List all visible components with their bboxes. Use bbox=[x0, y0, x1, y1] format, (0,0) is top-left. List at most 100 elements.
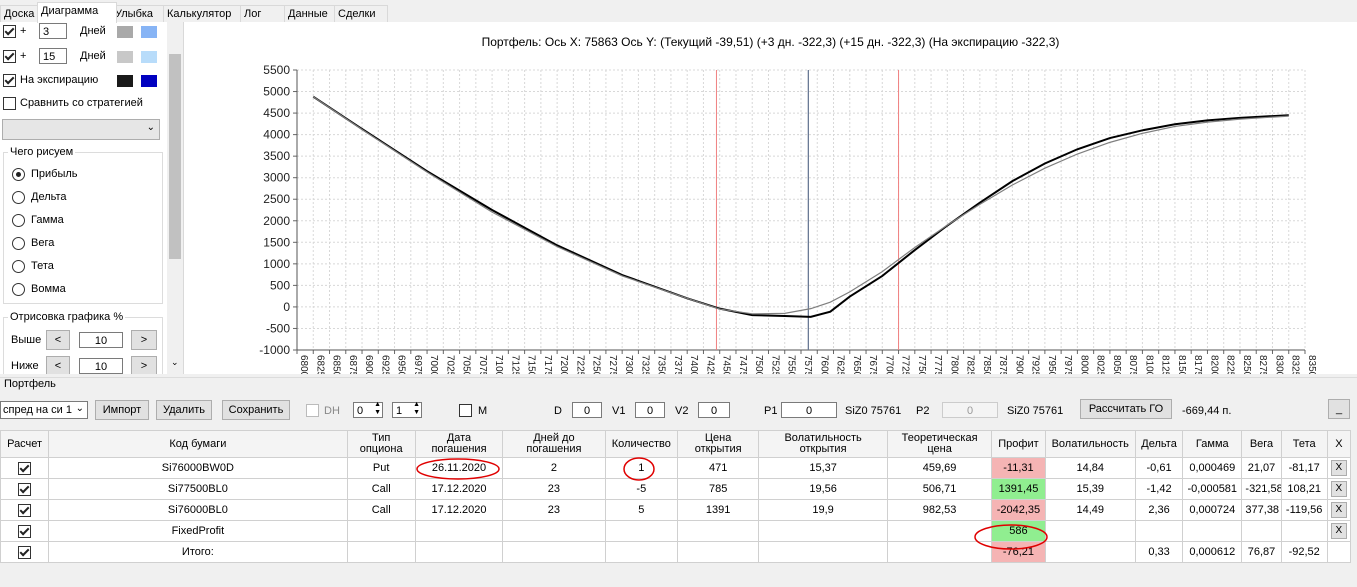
delete-row-button[interactable]: X bbox=[1330, 481, 1347, 497]
above-increase-button[interactable]: > bbox=[131, 330, 157, 350]
cell-type: Put bbox=[346, 457, 416, 479]
calc-checkbox[interactable] bbox=[18, 461, 32, 475]
column-header[interactable]: Теоретическая цена bbox=[886, 430, 993, 458]
cell-theta: -92,52 bbox=[1280, 541, 1328, 563]
dh-spinner-2[interactable]: 1 ▲ ▼ bbox=[392, 401, 422, 418]
color-swatch-15day-b[interactable] bbox=[141, 51, 157, 63]
x-tick-label: 82000 bbox=[1208, 355, 1219, 374]
column-header[interactable]: Количество bbox=[604, 430, 678, 458]
table-row[interactable]: Si77500BL0 Call 17.12.2020 23 -5 785 19,56 506,… bbox=[0, 478, 1352, 500]
table-row[interactable]: Si76000BW0D Put 26.11.2020 2 1 471 15,37 459,69… bbox=[0, 457, 1352, 479]
above-decrease-button[interactable]: < bbox=[46, 330, 70, 350]
radio-0[interactable] bbox=[12, 168, 25, 181]
minimize-button[interactable]: _ bbox=[1328, 399, 1350, 419]
v1-input[interactable]: 0 bbox=[635, 402, 665, 418]
column-header[interactable]: Дата погашения bbox=[414, 430, 504, 458]
column-header[interactable]: Волатильность открытия bbox=[758, 430, 888, 458]
column-header[interactable]: Код бумаги bbox=[48, 430, 348, 458]
column-header[interactable]: Вега bbox=[1241, 430, 1282, 458]
show-3day-checkbox[interactable] bbox=[3, 25, 16, 38]
calc-checkbox[interactable] bbox=[18, 524, 32, 538]
column-header[interactable]: Тета bbox=[1280, 430, 1328, 458]
d-label: D bbox=[554, 405, 562, 417]
show-expiry-checkbox[interactable] bbox=[3, 74, 16, 87]
strategy-select[interactable]: спред на си 1 ⌄ bbox=[0, 401, 88, 419]
dh-checkbox[interactable] bbox=[306, 404, 319, 417]
below-increase-button[interactable]: > bbox=[131, 356, 157, 374]
scrollbar-thumb[interactable] bbox=[169, 54, 181, 259]
compare-strategy-label: Сравнить со стратегией bbox=[20, 97, 143, 109]
p1-input[interactable]: 0 bbox=[781, 402, 837, 418]
calc-cell[interactable] bbox=[0, 520, 50, 542]
tab-data[interactable]: Данные bbox=[284, 5, 340, 22]
delete-cell[interactable]: X bbox=[1326, 478, 1352, 500]
compare-strategy-checkbox[interactable] bbox=[3, 97, 16, 110]
calc-cell[interactable] bbox=[0, 499, 50, 521]
p2-input[interactable]: 0 bbox=[942, 402, 998, 418]
calc-cell[interactable] bbox=[0, 457, 50, 479]
x-tick-label: 68500 bbox=[331, 355, 342, 374]
delete-cell[interactable]: X bbox=[1326, 457, 1352, 479]
delete-cell[interactable]: X bbox=[1326, 499, 1352, 521]
radio-2[interactable] bbox=[12, 214, 25, 227]
table-row[interactable]: Si76000BL0 Call 17.12.2020 23 5 1391 19,9 982,5… bbox=[0, 499, 1352, 521]
row2-plus: + bbox=[20, 50, 27, 62]
column-header[interactable]: Цена открытия bbox=[676, 430, 760, 458]
dh-spinner-1[interactable]: 0 ▲ ▼ bbox=[353, 401, 383, 418]
save-button[interactable]: Сохранить bbox=[222, 400, 290, 420]
d-input[interactable]: 0 bbox=[572, 402, 602, 418]
delete-row-button[interactable]: X bbox=[1330, 502, 1347, 518]
color-swatch-15day-a[interactable] bbox=[117, 51, 133, 63]
below-value-input[interactable]: 10 bbox=[79, 358, 123, 374]
color-swatch-expiry-a[interactable] bbox=[117, 75, 133, 87]
calc-checkbox[interactable] bbox=[18, 503, 32, 517]
column-header[interactable]: Дельта bbox=[1134, 430, 1184, 458]
strategy-dropdown[interactable]: ⌄ bbox=[2, 119, 160, 140]
calc-checkbox[interactable] bbox=[18, 482, 32, 496]
above-value-input[interactable]: 10 bbox=[79, 332, 123, 348]
v2-input[interactable]: 0 bbox=[698, 402, 730, 418]
tab-log[interactable]: Лог bbox=[240, 5, 290, 22]
tab-deals[interactable]: Сделки bbox=[334, 5, 388, 22]
x-tick-label: 69750 bbox=[412, 355, 423, 374]
tab-diagram[interactable]: Диаграмма bbox=[37, 2, 117, 23]
radio-5[interactable] bbox=[12, 283, 25, 296]
delete-row-button[interactable]: X bbox=[1330, 523, 1347, 539]
spinner-arrows-icon[interactable]: ▲ ▼ bbox=[413, 401, 420, 416]
table-row[interactable]: FixedProfit 586 X bbox=[0, 520, 1352, 542]
tab-board[interactable]: Доска bbox=[0, 5, 42, 22]
tab-smile[interactable]: Улыбка bbox=[111, 5, 169, 22]
left-panel-scrollbar[interactable]: ⌄ bbox=[167, 22, 183, 374]
column-header[interactable]: Гамма bbox=[1182, 430, 1243, 458]
calculate-go-button[interactable]: Рассчитать ГО bbox=[1080, 399, 1172, 419]
below-decrease-button[interactable]: < bbox=[46, 356, 70, 374]
x-tick-label: 68250 bbox=[314, 355, 325, 374]
delete-button[interactable]: Удалить bbox=[156, 400, 212, 420]
scroll-down-icon[interactable]: ⌄ bbox=[171, 357, 179, 367]
spinner-arrows-icon[interactable]: ▲ ▼ bbox=[374, 401, 381, 416]
column-header[interactable]: Тип опциона bbox=[346, 430, 416, 458]
color-swatch-expiry-b[interactable] bbox=[141, 75, 157, 87]
column-header[interactable]: Волатильность bbox=[1044, 430, 1136, 458]
calc-cell[interactable] bbox=[0, 541, 50, 563]
column-header[interactable]: Профит bbox=[991, 430, 1046, 458]
tab-calculator[interactable]: Калькулятор bbox=[163, 5, 246, 22]
m-checkbox[interactable] bbox=[459, 404, 472, 417]
color-swatch-3day-a[interactable] bbox=[117, 26, 133, 38]
column-header[interactable]: Расчет bbox=[0, 430, 50, 458]
days-input-2[interactable]: 15 bbox=[39, 48, 67, 64]
table-row[interactable]: Итого: -76,21 0,33 0,000612 76,87 -92,52 bbox=[0, 541, 1352, 563]
column-header[interactable]: Дней до погашения bbox=[502, 430, 606, 458]
delete-cell[interactable]: X bbox=[1326, 520, 1352, 542]
color-swatch-3day-b[interactable] bbox=[141, 26, 157, 38]
import-button[interactable]: Импорт bbox=[95, 400, 149, 420]
calc-checkbox[interactable] bbox=[18, 545, 32, 559]
radio-1[interactable] bbox=[12, 191, 25, 204]
delete-row-button[interactable]: X bbox=[1330, 460, 1347, 476]
radio-4[interactable] bbox=[12, 260, 25, 273]
column-header[interactable]: X bbox=[1326, 430, 1352, 458]
days-input-1[interactable]: 3 bbox=[39, 23, 67, 39]
show-15day-checkbox[interactable] bbox=[3, 50, 16, 63]
calc-cell[interactable] bbox=[0, 478, 50, 500]
radio-3[interactable] bbox=[12, 237, 25, 250]
